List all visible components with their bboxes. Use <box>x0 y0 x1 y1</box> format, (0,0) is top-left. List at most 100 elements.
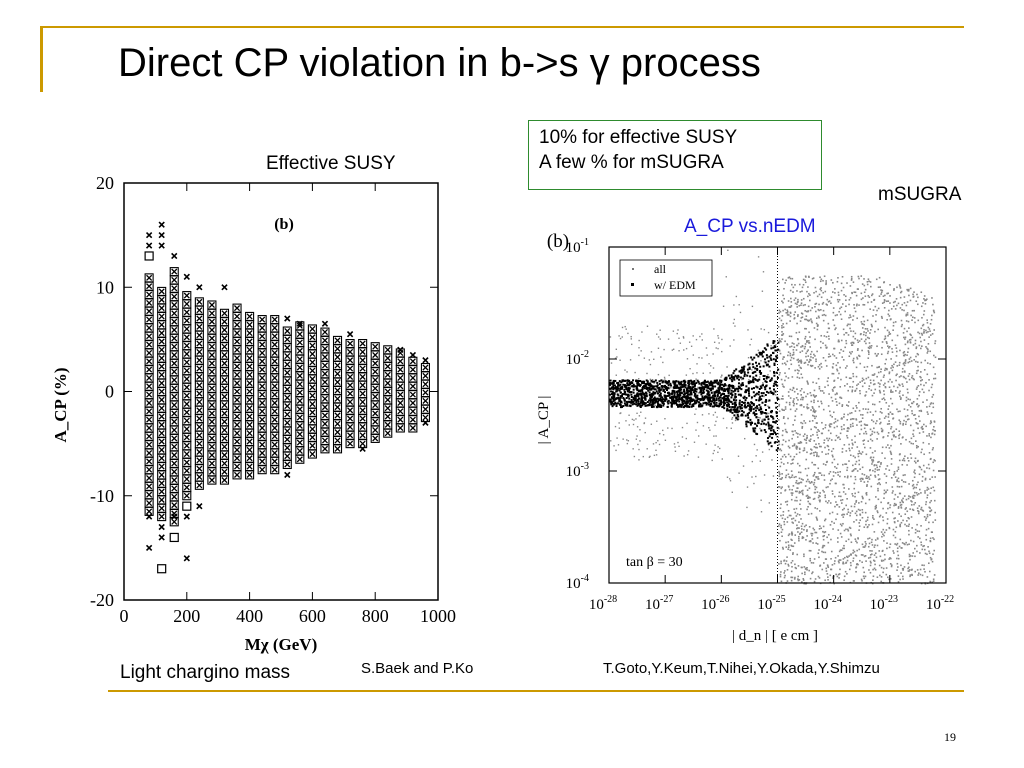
point-all <box>796 462 799 465</box>
point-all <box>843 513 846 516</box>
point-all <box>785 312 788 314</box>
point-all <box>633 419 635 421</box>
point-all <box>851 447 853 449</box>
point-all <box>795 349 798 351</box>
point-edm <box>759 351 762 354</box>
point-edm <box>749 423 752 426</box>
point-all <box>784 282 786 284</box>
point-edm <box>718 384 721 387</box>
point-edm <box>744 399 747 402</box>
point-all <box>798 331 801 334</box>
point-edm <box>736 418 739 421</box>
point-all <box>816 537 819 539</box>
point-all <box>768 502 771 504</box>
point-all <box>864 511 867 514</box>
point-all <box>781 338 783 340</box>
point-edm <box>685 392 688 395</box>
point-all <box>801 286 804 289</box>
point-all <box>836 503 839 506</box>
point-edm <box>639 383 642 386</box>
point-all <box>796 315 799 318</box>
point-all <box>817 552 820 555</box>
point-all <box>841 404 844 406</box>
point-edm <box>750 387 753 390</box>
point-all <box>904 336 907 339</box>
point-all <box>780 571 782 573</box>
point-edm <box>644 385 647 388</box>
point-all <box>869 328 872 331</box>
point-all <box>692 372 694 375</box>
point-all <box>918 391 921 393</box>
point-edm <box>736 413 739 416</box>
point-all <box>903 419 905 422</box>
point-all <box>805 341 808 343</box>
point-edm <box>734 404 737 407</box>
point-edm <box>616 382 619 385</box>
point-all <box>917 445 920 448</box>
point-edm <box>679 391 682 394</box>
point-edm <box>689 396 692 399</box>
point-all <box>793 419 796 422</box>
point-all <box>865 408 867 410</box>
point-all <box>867 278 870 280</box>
point-edm <box>701 404 704 407</box>
point-all <box>896 304 898 307</box>
point-edm <box>651 402 654 405</box>
point-all <box>792 552 794 554</box>
point-all <box>827 429 830 432</box>
point-edm <box>703 397 706 400</box>
point-edm <box>700 390 703 393</box>
point-edm <box>723 401 726 404</box>
point-all <box>803 553 805 556</box>
point-edm <box>632 400 635 403</box>
point-edm <box>727 402 730 405</box>
point-all <box>893 472 896 475</box>
point-all <box>873 392 875 394</box>
point-edm <box>715 399 718 402</box>
point-edm <box>760 412 763 415</box>
point-all <box>857 537 859 539</box>
point-all <box>794 415 797 418</box>
point-all <box>721 374 723 377</box>
point-all <box>866 519 869 521</box>
point-edm <box>616 402 619 405</box>
point-edm <box>750 396 753 399</box>
point-all <box>778 472 781 474</box>
point-edm <box>708 397 711 400</box>
point-all <box>877 498 880 501</box>
point-edm <box>726 389 729 392</box>
point-edm <box>764 380 767 383</box>
point-all <box>893 435 895 438</box>
point-all <box>877 328 879 331</box>
point-all <box>877 382 880 384</box>
point-all <box>842 513 844 516</box>
point-all <box>648 456 651 458</box>
point-all <box>820 527 822 530</box>
point-all <box>794 566 797 569</box>
point-all <box>928 451 931 454</box>
point-edm <box>770 391 773 394</box>
point-all <box>846 559 849 562</box>
point-all <box>783 576 786 579</box>
point-all <box>811 364 814 367</box>
point-all <box>852 341 855 344</box>
point-all <box>932 406 935 409</box>
point-edm <box>691 386 694 389</box>
point-all <box>843 444 846 446</box>
point-all <box>875 464 878 467</box>
point-all <box>896 373 898 376</box>
point-all <box>832 411 835 414</box>
point-edm <box>660 404 663 407</box>
point-all <box>920 506 923 509</box>
point-all <box>797 565 800 567</box>
point-all <box>836 314 838 316</box>
point-all <box>920 347 922 350</box>
point-all <box>853 487 856 490</box>
point-all <box>890 367 892 369</box>
point-all <box>814 355 816 357</box>
point-all <box>790 301 793 303</box>
boxed-x-mark <box>282 326 292 336</box>
reference-left: S.Baek and P.Ko <box>361 660 474 677</box>
point-all <box>894 493 897 496</box>
point-all <box>638 378 640 380</box>
